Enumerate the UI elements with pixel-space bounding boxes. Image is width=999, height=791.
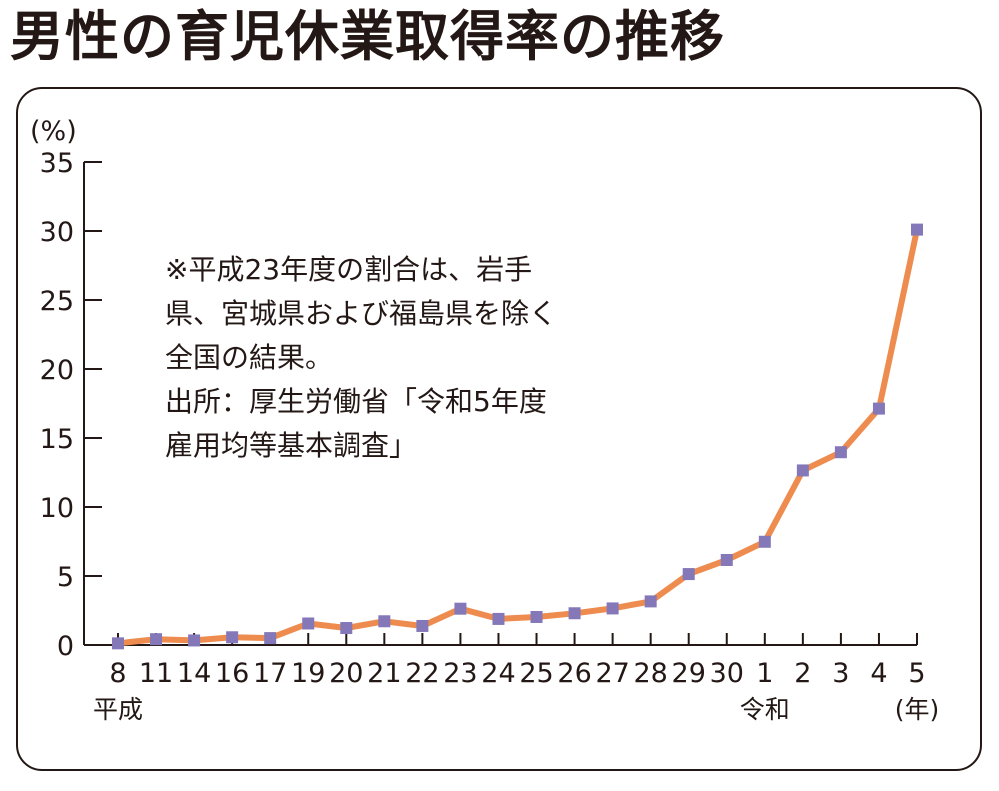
x-tick-label: 23 xyxy=(443,658,477,689)
data-point xyxy=(112,637,124,650)
data-point xyxy=(834,446,847,459)
note-line: 雇用均等基本調査」 xyxy=(165,429,418,462)
note-line: 全国の結果。 xyxy=(165,341,334,374)
chart-note: ※平成23年度の割合は、岩手 県、宮城県および福島県を除く 全国の結果。 出所：… xyxy=(165,248,557,468)
y-tick-label: 5 xyxy=(57,562,74,593)
x-tick-label: 30 xyxy=(710,658,744,689)
y-tick-label: 25 xyxy=(40,286,74,317)
data-point xyxy=(644,595,657,608)
page-title: 男性の育児休業取得率の推移 xyxy=(10,5,725,68)
data-point xyxy=(872,402,885,415)
x-tick-label: 17 xyxy=(253,658,287,689)
note-line: 出所：厚生労働省「令和5年度 xyxy=(165,385,547,418)
y-tick-label: 15 xyxy=(40,424,74,455)
data-point xyxy=(530,610,543,623)
era-label: 令和 xyxy=(740,695,790,724)
data-point xyxy=(302,617,315,630)
x-tick-label: 8 xyxy=(109,658,126,689)
y-tick-label: 10 xyxy=(40,493,74,524)
x-tick-label: 3 xyxy=(832,658,849,689)
x-tick-label: 22 xyxy=(405,658,439,689)
x-tick-label: 21 xyxy=(367,658,401,689)
x-tick-label: 19 xyxy=(291,658,325,689)
x-tick-label: 27 xyxy=(595,658,629,689)
data-point xyxy=(492,612,505,625)
data-point xyxy=(226,631,239,644)
x-tick-label: 29 xyxy=(672,658,706,689)
x-tick-label: 28 xyxy=(633,658,667,689)
x-tick-label: 1 xyxy=(756,658,773,689)
series-line xyxy=(115,226,920,647)
data-point xyxy=(150,633,163,646)
data-point xyxy=(378,615,391,628)
data-point xyxy=(340,622,353,635)
y-tick-label: 0 xyxy=(57,631,74,662)
data-point xyxy=(606,602,619,615)
data-point xyxy=(264,632,277,645)
data-point xyxy=(796,464,809,477)
data-point xyxy=(720,553,733,566)
x-tick-label: 4 xyxy=(870,658,887,689)
data-point xyxy=(416,619,429,632)
x-tick-label: 11 xyxy=(139,658,173,689)
y-tick-label: 30 xyxy=(40,217,74,248)
x-tick-label: 2 xyxy=(794,658,811,689)
y-tick-label: 20 xyxy=(40,355,74,386)
note-line: ※平成23年度の割合は、岩手 xyxy=(165,253,533,286)
y-axis-label: (%) xyxy=(30,116,77,147)
x-tick-label: 24 xyxy=(481,658,515,689)
x-tick-label: 14 xyxy=(177,658,211,689)
data-point xyxy=(568,607,581,620)
x-axis-label: (年) xyxy=(895,695,940,724)
data-point xyxy=(758,535,771,548)
era-label: 平成 xyxy=(93,695,143,724)
data-point xyxy=(911,223,923,236)
x-tick-label: 20 xyxy=(329,658,363,689)
data-point xyxy=(188,634,201,647)
data-point xyxy=(454,602,467,615)
x-tick-label: 5 xyxy=(908,658,925,689)
note-line: 県、宮城県および福島県を除く xyxy=(165,297,558,330)
y-tick-label: 35 xyxy=(40,148,74,179)
x-tick-label: 26 xyxy=(557,658,591,689)
x-tick-label: 16 xyxy=(215,658,249,689)
data-point xyxy=(682,568,695,581)
chart-panel xyxy=(16,87,982,771)
x-tick-label: 25 xyxy=(519,658,553,689)
